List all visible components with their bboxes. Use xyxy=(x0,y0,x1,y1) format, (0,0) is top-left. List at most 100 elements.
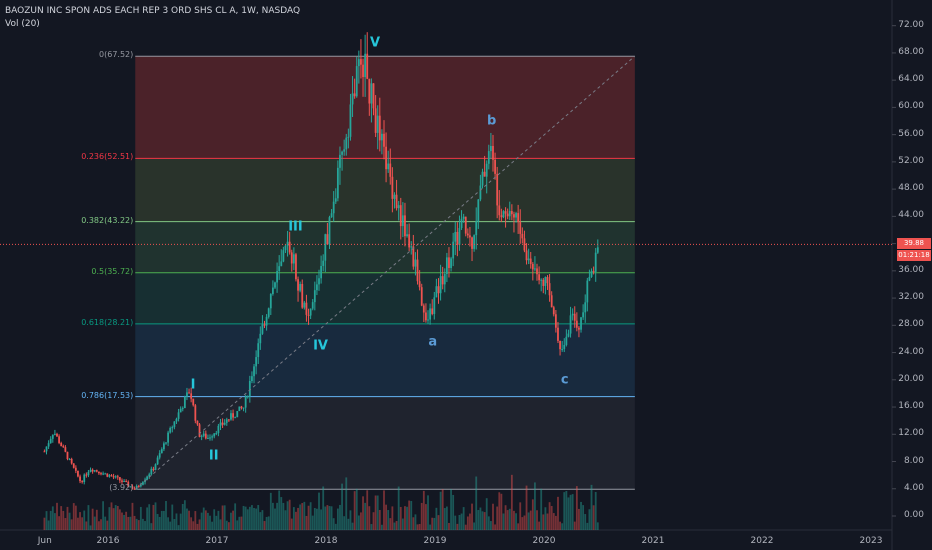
volume-bar xyxy=(334,523,337,530)
candle-body xyxy=(368,78,371,104)
volume-bar xyxy=(387,510,390,530)
candle-body xyxy=(393,194,396,199)
candle-body xyxy=(102,473,105,475)
candle-body xyxy=(196,420,199,425)
volume-bar xyxy=(251,505,253,530)
candle-body xyxy=(559,340,561,350)
candle-body xyxy=(586,280,589,303)
volume-bar xyxy=(83,510,86,530)
volume-bar xyxy=(498,492,501,530)
price-axis-label: 36.00 xyxy=(898,264,924,275)
volume-bar xyxy=(162,510,165,530)
volume-bar xyxy=(469,513,471,530)
volume-bar xyxy=(133,515,136,530)
volume-bar xyxy=(299,504,302,530)
candle-body xyxy=(179,408,182,413)
volume-bar xyxy=(305,515,308,530)
candle-body xyxy=(508,211,511,217)
volume-bar xyxy=(284,510,287,530)
price-axis-label: 4.00 xyxy=(903,482,924,493)
volume-bar xyxy=(448,522,450,530)
volume-indicator-label[interactable]: Vol (20) xyxy=(5,19,40,29)
candle-body xyxy=(554,314,557,328)
candle-body xyxy=(74,467,77,471)
candle-body xyxy=(47,443,50,447)
volume-bar xyxy=(129,516,132,530)
candle-body xyxy=(349,104,352,137)
candle-body xyxy=(328,217,331,245)
volume-bar xyxy=(322,486,325,530)
candle-body xyxy=(513,214,515,218)
candle-body xyxy=(267,308,270,317)
volume-bar xyxy=(567,497,570,530)
volume-bar xyxy=(98,521,100,530)
volume-bar xyxy=(456,523,459,530)
candle-body xyxy=(425,312,427,321)
candle-body xyxy=(429,308,432,320)
candle-body xyxy=(435,286,438,298)
candle-body xyxy=(320,265,323,279)
candle-body xyxy=(391,176,394,199)
candle-body xyxy=(540,279,543,281)
volume-bar xyxy=(171,504,174,530)
volume-bar xyxy=(336,508,339,530)
volume-bar xyxy=(265,516,268,530)
candle-body xyxy=(307,314,310,316)
volume-bar xyxy=(127,516,130,530)
candle-body xyxy=(213,433,216,437)
volume-bar xyxy=(492,503,494,530)
candle-body xyxy=(98,471,100,474)
price-axis-label: 60.00 xyxy=(898,101,924,112)
volume-bar xyxy=(326,505,329,530)
fib-zone xyxy=(135,272,635,324)
fib-level-label: 0.618(28.21) xyxy=(81,317,134,327)
candle-body xyxy=(62,446,65,448)
volume-bar xyxy=(135,518,138,530)
candle-body xyxy=(366,53,369,79)
volume-bar xyxy=(263,521,266,530)
volume-bar xyxy=(573,521,576,530)
candle-body xyxy=(422,305,425,313)
volume-bar xyxy=(286,501,289,530)
candle-body xyxy=(525,250,528,261)
volume-bar xyxy=(592,505,595,530)
volume-bar xyxy=(110,502,113,530)
candle-body xyxy=(334,198,337,202)
candle-body xyxy=(454,231,457,242)
volume-bar xyxy=(100,519,102,530)
candle-body xyxy=(49,438,52,444)
candle-body xyxy=(374,108,377,133)
candle-body xyxy=(410,246,413,248)
volume-bar xyxy=(188,510,190,530)
volume-bar xyxy=(297,507,299,530)
candle-body xyxy=(278,266,281,272)
candle-body xyxy=(387,163,390,170)
candle-body xyxy=(529,258,532,264)
candle-body xyxy=(506,213,509,217)
candle-body xyxy=(257,343,260,358)
candle-body xyxy=(569,315,572,334)
candle-body xyxy=(202,433,205,436)
volume-bar xyxy=(416,524,419,530)
candle-body xyxy=(148,474,151,477)
volume-bar xyxy=(154,502,157,530)
candle-body xyxy=(158,453,161,458)
candle-body xyxy=(336,167,339,199)
volume-bar xyxy=(575,486,578,530)
candle-body xyxy=(255,357,258,367)
volume-bar xyxy=(406,506,408,530)
candle-body xyxy=(246,396,249,398)
candle-body xyxy=(575,320,578,328)
volume-bar xyxy=(45,511,48,530)
volume-bar xyxy=(177,525,180,530)
volume-bar xyxy=(269,492,272,530)
candle-body xyxy=(504,211,507,214)
candle-body xyxy=(251,376,253,382)
candle-body xyxy=(311,302,314,309)
volume-bar xyxy=(554,515,557,530)
candle-body xyxy=(43,451,46,453)
candle-body xyxy=(383,133,385,147)
fib-level-label: 0(67.52) xyxy=(99,50,134,60)
